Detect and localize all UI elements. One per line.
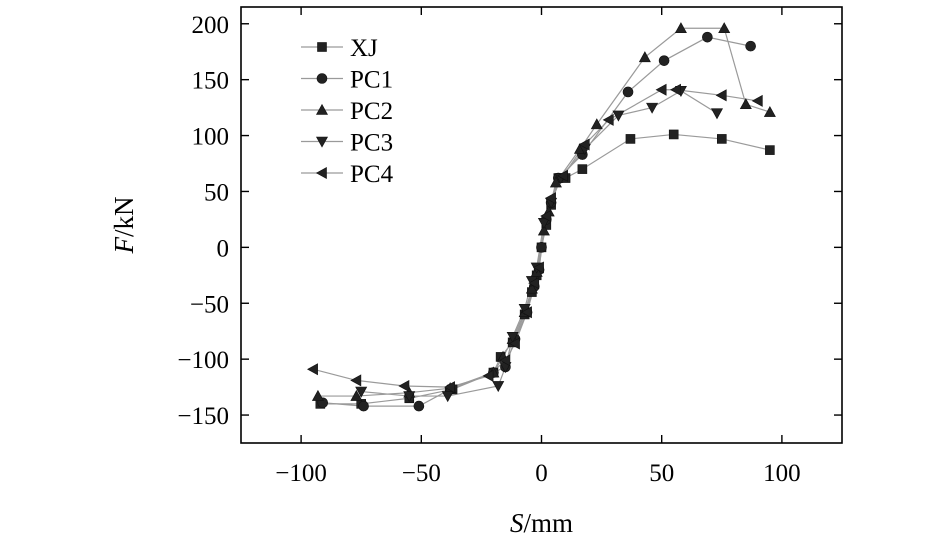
data-point-pc2 — [674, 22, 687, 34]
data-point-pc4 — [557, 169, 568, 182]
y-axis-symbol: F — [109, 237, 139, 255]
data-point-pc4 — [540, 210, 552, 223]
data-point-pc4 — [482, 369, 494, 382]
legend-label-pc2: PC2 — [350, 98, 393, 125]
y-axis-label: F/kN — [109, 197, 139, 255]
legend: XJ PC1 PC2 PC3 PC4 — [301, 35, 394, 188]
y-tick-label: 50 — [204, 179, 229, 206]
data-point-pc2 — [718, 22, 731, 34]
x-tick-label: 50 — [649, 460, 674, 487]
data-point-pc2 — [739, 98, 752, 110]
data-point-pc4 — [508, 337, 520, 350]
data-point-pc4 — [602, 113, 614, 126]
data-point-pc4 — [655, 83, 667, 96]
data-point-pc3 — [506, 331, 519, 343]
data-point-pc1 — [413, 400, 425, 412]
x-tick-label: −50 — [402, 460, 441, 487]
x-axis-symbol: S — [510, 508, 524, 538]
y-axis-unit: /kN — [109, 197, 139, 238]
data-point-xj — [716, 134, 727, 144]
x-tick-label: 100 — [763, 460, 801, 487]
data-point-pc2 — [350, 389, 363, 401]
data-point-pc2 — [638, 51, 651, 63]
data-point-pc2 — [549, 176, 562, 188]
x-axis-unit: /mm — [523, 508, 573, 538]
data-point-pc4 — [350, 374, 362, 387]
data-point-pc4 — [544, 192, 556, 205]
data-point-pc3 — [710, 108, 723, 120]
data-point-pc2 — [590, 118, 603, 130]
data-point-pc1 — [358, 400, 369, 412]
legend-label-pc1: PC1 — [350, 67, 393, 94]
data-point-pc1 — [702, 31, 713, 43]
data-point-pc4 — [532, 261, 544, 274]
x-axis-label: S/mm — [510, 508, 573, 538]
y-tick-label: 200 — [192, 12, 230, 39]
data-point-pc3 — [403, 391, 416, 403]
plot-frame-group — [240, 6, 843, 444]
x-tick-label: 0 — [535, 460, 548, 487]
legend-label-pc4: PC4 — [350, 161, 394, 188]
y-tick-label: −100 — [177, 347, 229, 374]
legend-marker-pc1 — [316, 73, 328, 84]
data-point-pc2 — [311, 389, 324, 401]
y-tick-label: −150 — [177, 403, 229, 430]
y-tick-label: 100 — [192, 124, 230, 151]
data-point-xj — [765, 145, 775, 155]
legend-marker-pc3 — [315, 136, 329, 148]
data-point-pc3 — [537, 217, 550, 229]
legend-marker-pc2 — [315, 103, 329, 115]
x-tick-label: −100 — [275, 460, 327, 487]
data-point-xj — [577, 164, 588, 174]
data-point-pc3 — [441, 391, 454, 403]
series-markers — [306, 22, 776, 412]
data-point-pc4 — [398, 379, 410, 392]
axis-ticks: −100 −50 0 50 100 −150 −100 −50 0 50 100 150 200 — [177, 7, 842, 487]
data-point-pc4 — [578, 138, 590, 151]
data-point-pc3 — [355, 386, 368, 398]
data-point-pc4 — [715, 89, 727, 102]
data-point-pc1 — [745, 40, 756, 52]
data-point-pc4 — [499, 354, 511, 367]
legend-label-xj: XJ — [350, 35, 378, 62]
data-point-pc2 — [525, 282, 538, 294]
y-tick-label: 0 — [217, 235, 230, 262]
legend-marker-pc4 — [315, 166, 327, 180]
data-point-pc2 — [537, 224, 550, 236]
legend-label-pc3: PC3 — [350, 130, 393, 157]
data-point-pc3 — [612, 110, 625, 122]
data-point-pc3 — [646, 102, 659, 114]
data-point-pc4 — [528, 277, 540, 290]
plot-frame — [240, 6, 843, 444]
y-tick-label: −50 — [190, 291, 229, 318]
data-point-pc2 — [763, 105, 776, 117]
data-point-pc4 — [670, 83, 681, 96]
data-point-pc4 — [306, 363, 318, 376]
data-point-pc1 — [658, 55, 670, 66]
data-point-pc4 — [751, 94, 763, 107]
y-tick-label: 150 — [192, 68, 230, 95]
legend-marker-xj — [317, 42, 327, 52]
data-point-pc3 — [492, 381, 505, 393]
data-point-pc1 — [622, 86, 634, 98]
data-point-xj — [625, 134, 636, 144]
data-point-pc4 — [444, 381, 455, 394]
data-point-pc1 — [536, 242, 547, 253]
data-point-xj — [668, 129, 679, 140]
data-point-pc4 — [520, 306, 532, 319]
